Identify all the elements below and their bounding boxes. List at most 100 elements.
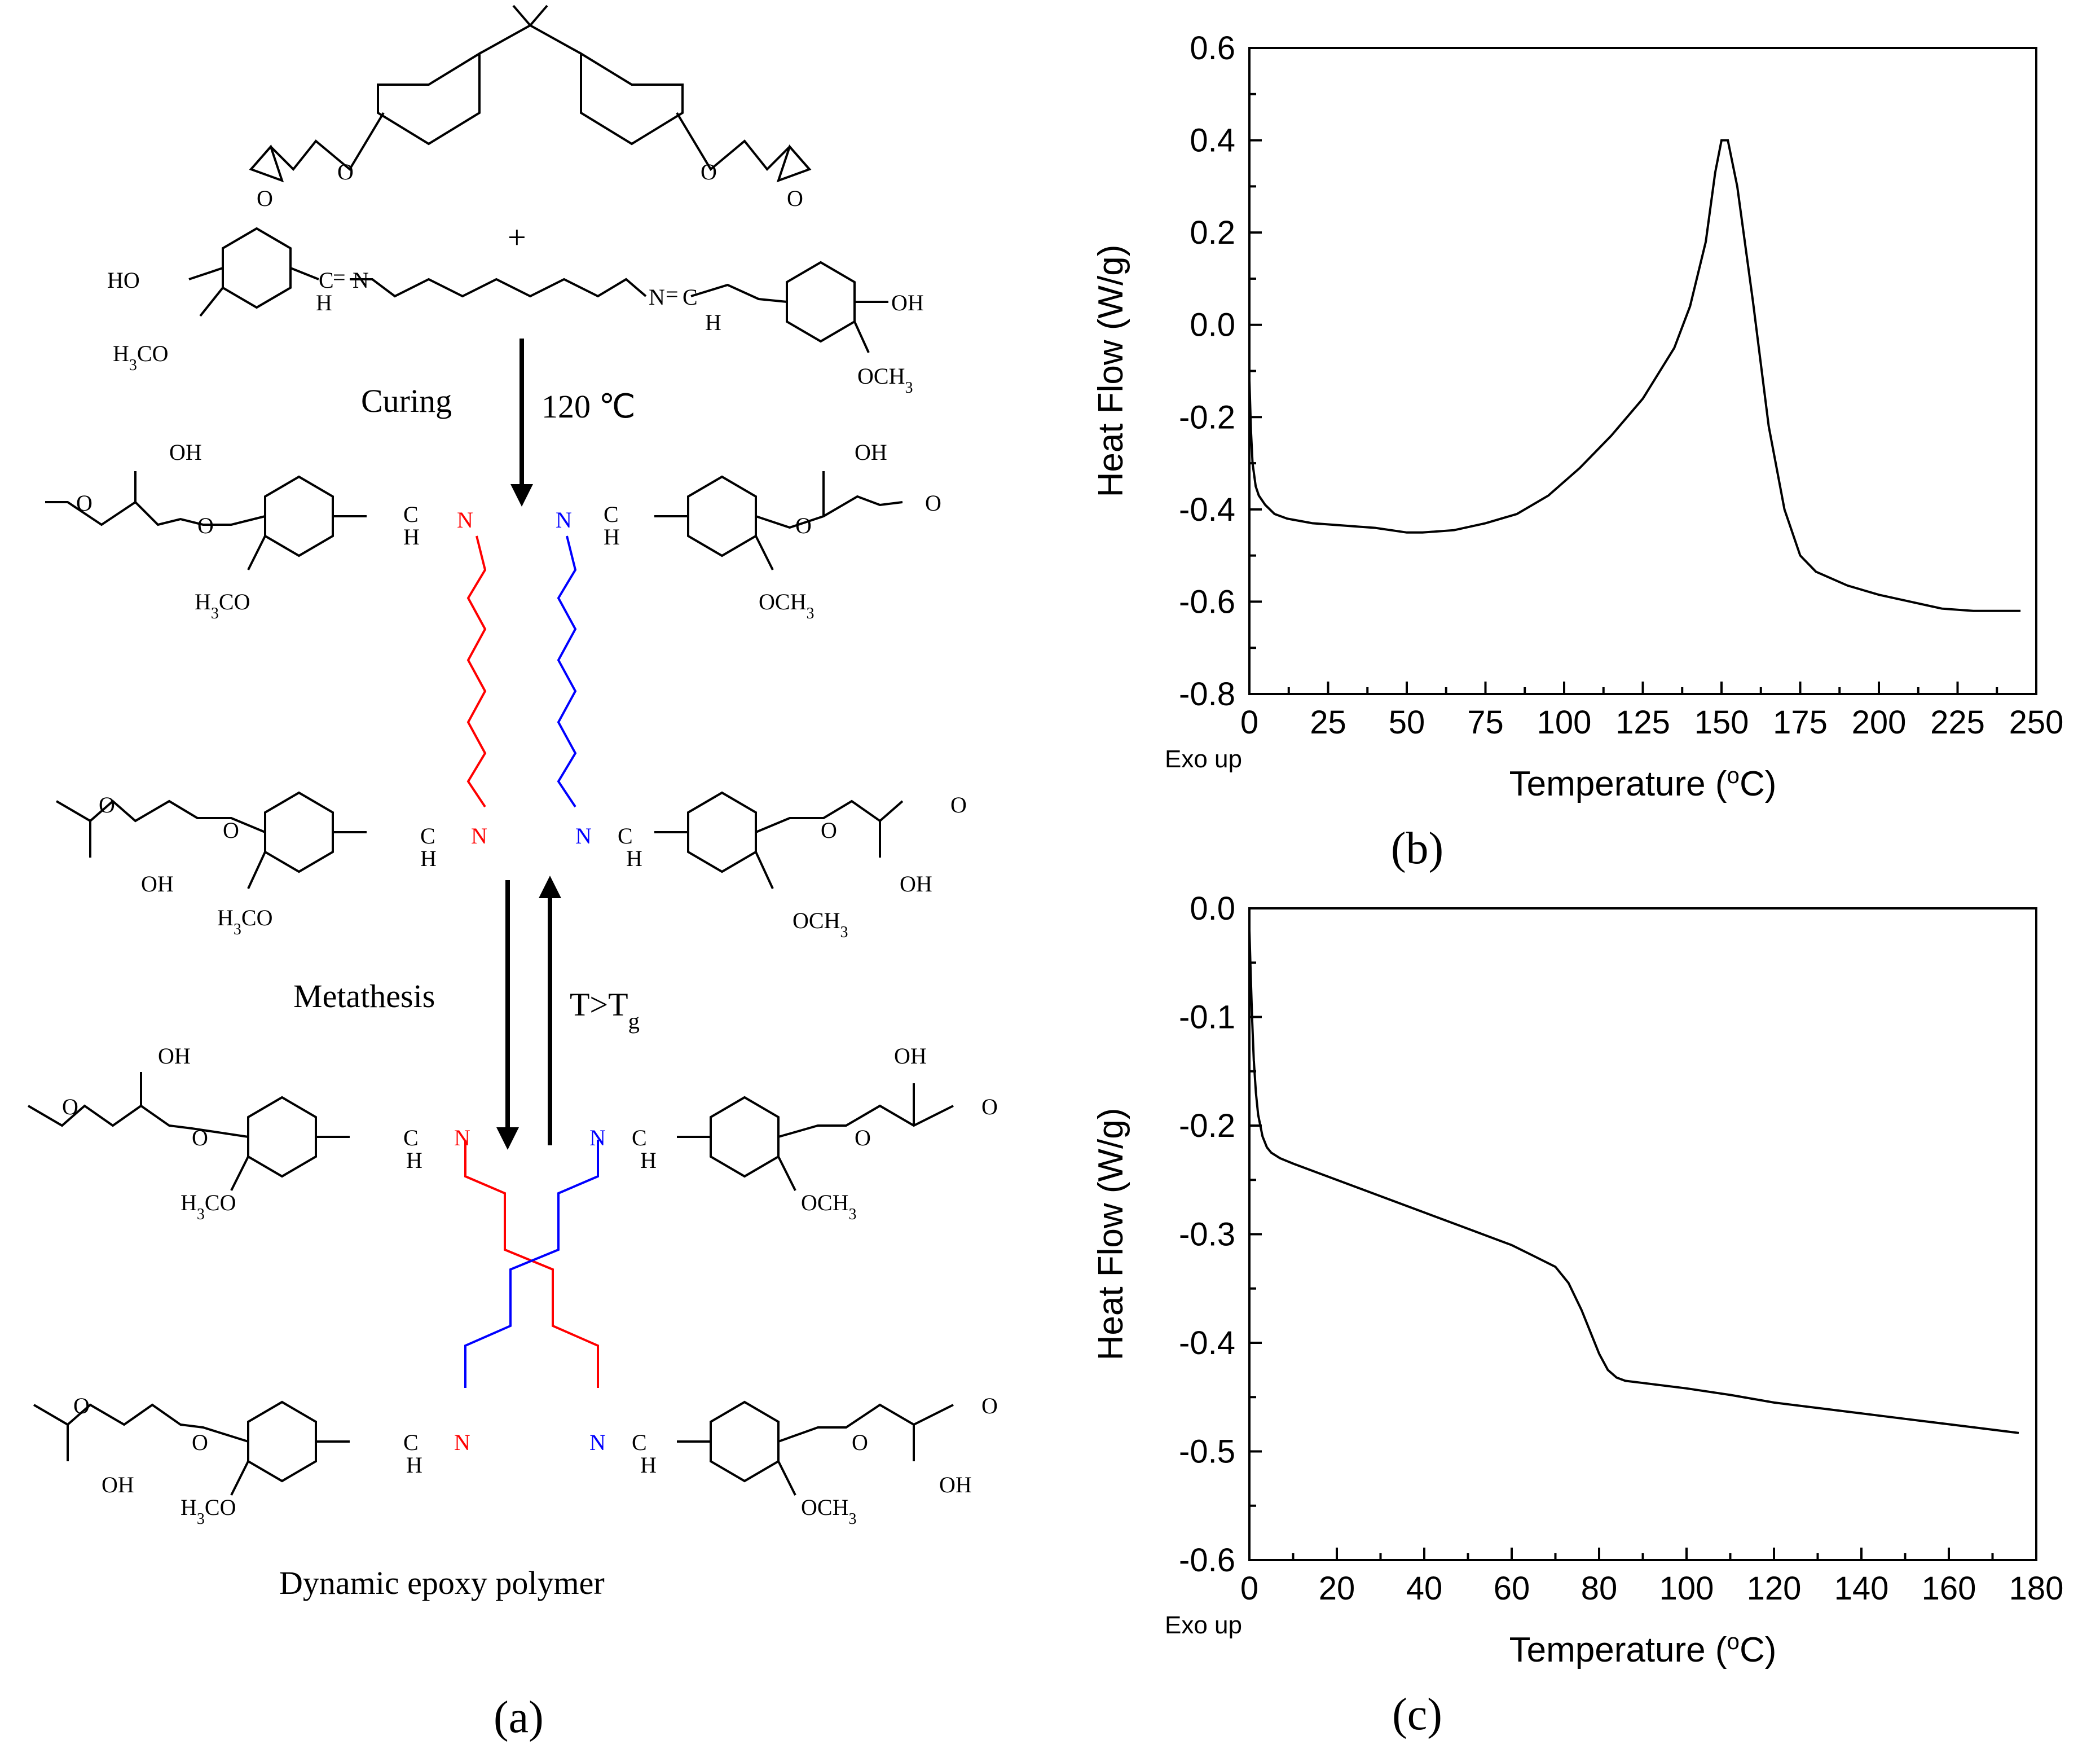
imine-hydrogen: H xyxy=(640,1148,657,1173)
x-tick-label: 225 xyxy=(1930,704,1985,741)
ether-oxygen: O xyxy=(925,490,941,516)
imine-nitrogen: N xyxy=(353,267,369,293)
imine-carbon: C xyxy=(683,284,698,310)
imine-nitrogen-red: N xyxy=(454,1430,470,1455)
ether-oxygen: O xyxy=(981,1393,998,1418)
x-tick-label: 200 xyxy=(1852,704,1907,741)
plot-frame xyxy=(1248,47,2037,695)
hydroxyl-label: OH xyxy=(169,440,202,465)
x-tick-label: 40 xyxy=(1406,1570,1443,1607)
imine-carbon: C xyxy=(403,1430,419,1455)
hydroxyl-label: OH xyxy=(855,440,887,465)
ether-oxygen: O xyxy=(223,818,239,843)
hydroxyl-label: OH xyxy=(939,1472,972,1497)
hydroxyl-label: OH xyxy=(102,1472,134,1497)
methoxy-label: H3CO xyxy=(195,589,250,622)
y-axis-label: Heat Flow (W/g) xyxy=(1091,245,1130,498)
methoxy-label: OCH3 xyxy=(857,363,913,397)
x-axis-label: Temperature (oC) xyxy=(1509,1629,1777,1670)
ether-oxygen: O xyxy=(76,490,93,516)
imine-carbon: C xyxy=(604,502,619,527)
ether-oxygen: O xyxy=(99,792,115,818)
imine-hydrogen: H xyxy=(406,1452,422,1478)
y-tick-label: -0.1 xyxy=(1179,999,1235,1036)
x-tick-label: 160 xyxy=(1922,1570,1976,1607)
y-tick-label: 0.4 xyxy=(1190,122,1235,159)
methoxy-label: H3CO xyxy=(180,1190,236,1223)
imine-hydrogen: H xyxy=(705,310,721,335)
methoxy-label: OCH3 xyxy=(759,589,814,622)
imine-hardener: HO H3CO C = N H N = C H OH OCH3 xyxy=(107,227,924,397)
imine-carbon: C xyxy=(403,502,419,527)
imine-hydrogen: H xyxy=(626,846,642,871)
imine-nitrogen-red: N xyxy=(457,507,473,533)
ether-oxygen: O xyxy=(701,159,717,184)
methoxy-label: OCH3 xyxy=(801,1495,856,1528)
y-tick-label: -0.5 xyxy=(1179,1434,1235,1470)
y-tick-label: -0.6 xyxy=(1179,1542,1235,1579)
imine-hydrogen: H xyxy=(403,524,420,550)
x-tick-label: 50 xyxy=(1389,704,1425,741)
ether-oxygen: O xyxy=(950,792,967,818)
x-tick-label: 75 xyxy=(1467,704,1504,741)
panel-label: (b) xyxy=(1391,824,1443,873)
ether-oxygen: O xyxy=(197,513,214,538)
x-tick-label: 25 xyxy=(1310,704,1346,741)
exo-up-annotation: Exo up xyxy=(1165,745,1242,773)
product-caption: Dynamic epoxy polymer xyxy=(279,1565,605,1601)
hydroxyl-label: OH xyxy=(891,290,924,315)
ether-oxygen: O xyxy=(821,818,837,843)
imine-nitrogen-blue: N xyxy=(575,823,592,849)
x-tick-label: 20 xyxy=(1319,1570,1355,1607)
panel-label: (c) xyxy=(1392,1690,1442,1739)
x-tick-label: 80 xyxy=(1581,1570,1618,1607)
ether-oxygen: O xyxy=(192,1125,208,1150)
double-bond: = xyxy=(666,282,679,307)
metathesis-label: Metathesis xyxy=(293,978,435,1014)
imine-nitrogen: N xyxy=(649,284,665,310)
imine-carbon: C xyxy=(319,267,334,293)
ether-oxygen: O xyxy=(981,1094,998,1119)
series-line xyxy=(1248,139,2021,612)
imine-carbon: C xyxy=(403,1125,419,1150)
x-tick-label: 100 xyxy=(1537,704,1592,741)
imine-nitrogen-blue: N xyxy=(556,507,572,533)
methoxy-label: OCH3 xyxy=(793,908,848,941)
hydroxyl-label: OH xyxy=(158,1043,191,1069)
imine-carbon: C xyxy=(632,1430,647,1455)
y-tick-label: -0.4 xyxy=(1179,491,1235,528)
temperature-condition: T>Tg xyxy=(570,986,640,1034)
y-tick-label: 0.6 xyxy=(1190,30,1235,67)
epoxy-monomer: O O O O xyxy=(249,5,812,211)
y-tick-label: 0.0 xyxy=(1190,890,1235,927)
imine-hydrogen: H xyxy=(316,290,332,315)
curing-label: Curing xyxy=(361,383,452,419)
y-axis-label: Heat Flow (W/g) xyxy=(1091,1108,1130,1361)
y-tick-label: -0.6 xyxy=(1179,583,1235,620)
curing-temperature: 120 ℃ xyxy=(541,388,636,425)
x-tick-label: 180 xyxy=(2009,1570,2064,1607)
imine-nitrogen-red: N xyxy=(471,823,487,849)
cured-network: OH O O H3CO C H N N C H OH O O OCH3 O OH… xyxy=(45,440,967,941)
methoxy-label: OCH3 xyxy=(801,1190,856,1223)
y-tick-label: 0.0 xyxy=(1190,307,1235,344)
ether-oxygen: O xyxy=(337,159,354,184)
methoxy-label: H3CO xyxy=(180,1495,236,1528)
exchanged-network: OH O O H3CO C H N N C H OH O O OCH3 O OH… xyxy=(27,1043,998,1528)
x-tick-label: 120 xyxy=(1747,1570,1802,1607)
hydroxyl-label: OH xyxy=(900,871,932,897)
reaction-scheme: O O O O + HO H3CO C = N H N = C H OH OCH… xyxy=(27,5,998,1742)
imine-hydrogen: H xyxy=(406,1148,422,1173)
ether-oxygen: O xyxy=(795,513,812,538)
ether-oxygen: O xyxy=(62,1094,78,1119)
series-line xyxy=(1248,930,2019,1434)
x-tick-label: 125 xyxy=(1615,704,1670,741)
imine-nitrogen-red: N xyxy=(454,1125,470,1150)
y-tick-label: -0.3 xyxy=(1179,1216,1235,1253)
ether-oxygen: O xyxy=(855,1125,871,1150)
x-tick-label: 175 xyxy=(1773,704,1828,741)
exo-up-annotation: Exo up xyxy=(1165,1611,1242,1639)
methoxy-label: H3CO xyxy=(113,341,168,374)
x-tick-label: 250 xyxy=(2009,704,2064,741)
double-bond: = xyxy=(333,265,346,290)
